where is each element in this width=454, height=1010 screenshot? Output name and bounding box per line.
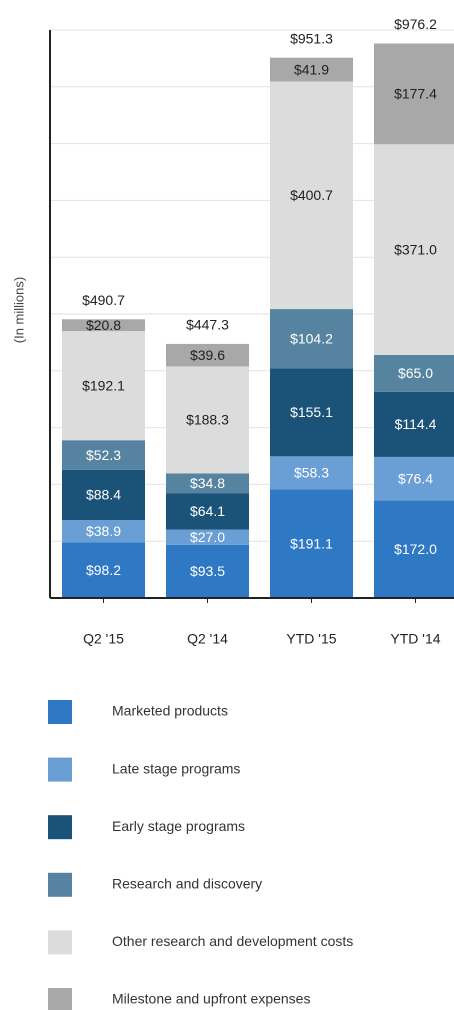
bar-segment (166, 529, 249, 545)
total-label: $447.3 (186, 317, 229, 333)
legend-label: Milestone and upfront expenses (112, 991, 310, 1007)
x-tick-label: YTD '14 (390, 631, 440, 647)
bar-segment (374, 144, 454, 356)
value-label: $371.0 (394, 241, 437, 257)
value-label: $58.3 (294, 465, 329, 481)
bar-segment (62, 520, 145, 543)
value-label: $34.8 (190, 475, 225, 491)
bar-segment (270, 57, 353, 82)
value-label: $39.6 (190, 347, 225, 363)
value-label: $27.0 (190, 529, 225, 545)
legend-swatch (48, 700, 72, 724)
legend-swatch (48, 872, 72, 897)
legend-label: Marketed products (112, 703, 228, 719)
bar-segment (270, 489, 353, 598)
value-label: $191.1 (290, 535, 333, 551)
bar-segment (374, 355, 454, 392)
value-label: $65.0 (398, 365, 433, 381)
value-label: $93.5 (190, 563, 225, 579)
bar-segment (62, 319, 145, 332)
total-label: $490.7 (82, 292, 125, 308)
bar-segment (270, 309, 353, 369)
x-tick-label: Q2 '14 (187, 631, 228, 647)
bar-segment (62, 440, 145, 470)
x-tick-label: YTD '15 (286, 631, 336, 647)
bar-segment (62, 469, 145, 521)
bar-segment (374, 43, 454, 145)
value-label: $172.0 (394, 541, 437, 557)
value-label: $52.3 (86, 447, 121, 463)
bar-segment (374, 456, 454, 501)
legend-swatch (48, 815, 72, 840)
bar-segment (374, 500, 454, 598)
value-label: $192.1 (82, 377, 125, 393)
bar-segment (166, 493, 249, 530)
value-label: $114.4 (395, 416, 437, 432)
bar-segment (270, 368, 353, 457)
total-label: $976.2 (394, 16, 437, 32)
value-label: $38.9 (86, 523, 121, 539)
legend-label: Research and discovery (112, 876, 262, 892)
y-axis-label: (In millions) (11, 277, 26, 343)
bar-segment (62, 542, 145, 598)
bar-segment (270, 81, 353, 310)
value-label: $20.8 (86, 317, 121, 333)
value-label: $400.7 (290, 187, 333, 203)
legend-swatch (48, 757, 72, 782)
bar-segment (270, 456, 353, 490)
bar-segment (166, 343, 249, 367)
total-label: $951.3 (290, 30, 333, 46)
value-label: $155.1 (290, 404, 333, 420)
legend-swatch (48, 930, 72, 955)
x-tick-label: Q2 '15 (83, 631, 124, 647)
bar-segment (166, 366, 249, 474)
value-label: $104.2 (290, 330, 333, 346)
value-label: $41.9 (294, 61, 329, 77)
value-label: $76.4 (398, 470, 433, 486)
legend-swatch (48, 988, 72, 1010)
value-label: $177.4 (394, 86, 437, 102)
legend-label: Late stage programs (112, 760, 240, 776)
bar-segment (62, 331, 145, 441)
bar-segment (166, 473, 249, 494)
value-label: $188.3 (186, 412, 229, 428)
value-label: $88.4 (86, 487, 121, 503)
value-label: $64.1 (190, 503, 225, 519)
legend-label: Other research and development costs (112, 933, 353, 949)
bar-segment (166, 544, 249, 598)
value-label: $98.2 (86, 562, 121, 578)
legend-label: Early stage programs (112, 818, 245, 834)
bar-segment (374, 391, 454, 457)
